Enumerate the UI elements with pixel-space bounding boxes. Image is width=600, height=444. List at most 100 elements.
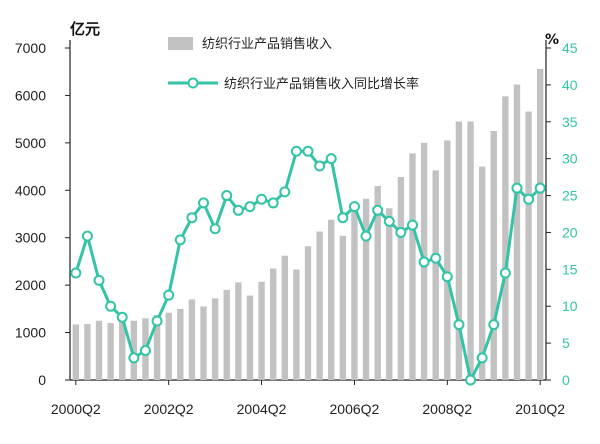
point-2001Q4 <box>139 344 151 356</box>
point-2001Q3 <box>128 352 140 364</box>
bar-2008Q4 <box>467 121 474 380</box>
bar-2003Q3 <box>223 289 230 380</box>
point-2002Q2 <box>163 289 175 301</box>
point-2002Q1 <box>151 315 163 327</box>
left-tick-label: 0 <box>38 372 46 388</box>
point-2001Q1 <box>105 300 117 312</box>
left-tick-label: 1000 <box>15 325 46 341</box>
bar-2003Q1 <box>200 306 207 380</box>
line-series <box>70 145 546 386</box>
bar-2004Q2 <box>258 281 265 380</box>
point-2002Q3 <box>174 234 186 246</box>
bar-2007Q3 <box>409 153 416 380</box>
bar-2005Q2 <box>304 246 312 380</box>
point-2007Q4 <box>418 256 430 268</box>
bar-2008Q2 <box>444 140 451 380</box>
point-2005Q4 <box>325 153 337 165</box>
point-2005Q1 <box>290 145 302 157</box>
point-2009Q2 <box>488 319 500 331</box>
left-tick-label: 2000 <box>15 277 46 293</box>
point-2005Q3 <box>314 160 326 172</box>
legend-line-label: 纺织行业产品销售收入同比增长率 <box>224 76 419 92</box>
point-2006Q4 <box>372 204 384 216</box>
point-2000Q3 <box>81 230 93 242</box>
bar-2008Q1 <box>432 170 439 380</box>
right-tick-label: 45 <box>562 40 578 56</box>
right-tick-label: 25 <box>562 188 578 204</box>
x-tick-label: 2008Q2 <box>422 401 472 417</box>
x-tick-label: 2010Q2 <box>515 401 565 417</box>
left-axis-unit-label: 亿元 <box>70 20 100 38</box>
bar-2005Q1 <box>293 269 300 380</box>
bar-2006Q1 <box>339 235 347 380</box>
point-2004Q2 <box>256 193 268 205</box>
point-2008Q4 <box>465 374 477 386</box>
bar-series <box>72 68 544 381</box>
point-2002Q4 <box>186 212 198 224</box>
point-2006Q3 <box>360 230 372 242</box>
point-2004Q3 <box>267 197 279 209</box>
right-tick-label: 15 <box>562 261 578 277</box>
x-tick-label: 2004Q2 <box>237 401 287 417</box>
left-tick-label: 5000 <box>15 135 46 151</box>
bar-2002Q3 <box>177 308 184 380</box>
bar-2001Q3 <box>130 320 138 380</box>
point-2005Q2 <box>302 145 314 157</box>
right-axis-ticks: 0 5 10 15 20 25 30 35 40 45 <box>546 40 578 388</box>
bar-2010Q1 <box>525 111 532 381</box>
x-axis-ticks: 2000Q2 2002Q2 2004Q2 2006Q2 2008Q2 2010Q2 <box>51 380 565 417</box>
bar-2007Q1 <box>386 208 393 380</box>
point-2007Q3 <box>406 219 418 231</box>
bar-2000Q4 <box>95 320 103 380</box>
point-2010Q1 <box>523 193 535 205</box>
left-tick-label: 7000 <box>15 40 46 56</box>
x-tick-label: 2002Q2 <box>144 401 194 417</box>
legend-line-marker <box>187 77 199 89</box>
bar-2008Q3 <box>455 121 463 380</box>
point-2003Q1 <box>198 197 210 209</box>
right-tick-label: 35 <box>562 114 578 130</box>
point-2008Q1 <box>430 252 442 264</box>
point-2008Q3 <box>453 319 465 331</box>
point-2009Q3 <box>499 267 511 279</box>
point-2009Q1 <box>476 352 488 364</box>
bar-2009Q1 <box>478 166 486 380</box>
left-axis-ticks: 0 1000 2000 3000 4000 5000 6000 7000 <box>15 40 70 388</box>
bar-2000Q3 <box>84 324 91 380</box>
bar-2002Q4 <box>188 299 196 380</box>
point-2000Q4 <box>93 274 105 286</box>
bar-2005Q3 <box>316 231 323 380</box>
bar-2004Q4 <box>281 255 288 380</box>
point-2009Q4 <box>511 182 523 194</box>
left-tick-label: 4000 <box>15 182 46 198</box>
bar-2003Q4 <box>235 282 242 380</box>
bar-2006Q4 <box>374 186 381 380</box>
point-2004Q1 <box>244 201 256 213</box>
bar-2001Q1 <box>107 323 114 380</box>
left-tick-label: 6000 <box>15 87 46 103</box>
bar-2001Q2 <box>119 320 126 380</box>
point-2001Q2 <box>116 311 128 323</box>
right-tick-label: 10 <box>562 298 578 314</box>
legend: 纺织行业产品销售收入 纺织行业产品销售收入同比增长率 <box>168 36 419 92</box>
x-tick-label: 2006Q2 <box>330 401 380 417</box>
bar-2007Q2 <box>397 177 405 380</box>
point-2003Q2 <box>209 223 221 235</box>
point-2000Q2 <box>70 267 82 279</box>
left-tick-label: 3000 <box>15 230 46 246</box>
bar-2005Q4 <box>328 219 335 380</box>
point-2007Q1 <box>383 215 395 227</box>
bar-2002Q1 <box>153 315 161 380</box>
right-tick-label: 30 <box>562 151 578 167</box>
bar-2009Q2 <box>490 131 497 380</box>
bar-2006Q2 <box>351 207 358 380</box>
right-tick-label: 0 <box>562 372 570 388</box>
point-2010Q2 <box>534 182 546 194</box>
right-tick-label: 5 <box>562 335 570 351</box>
bar-2000Q2 <box>72 324 79 380</box>
x-tick-label: 2000Q2 <box>51 401 101 417</box>
bar-2009Q3 <box>502 96 509 380</box>
bar-2006Q3 <box>362 198 370 380</box>
